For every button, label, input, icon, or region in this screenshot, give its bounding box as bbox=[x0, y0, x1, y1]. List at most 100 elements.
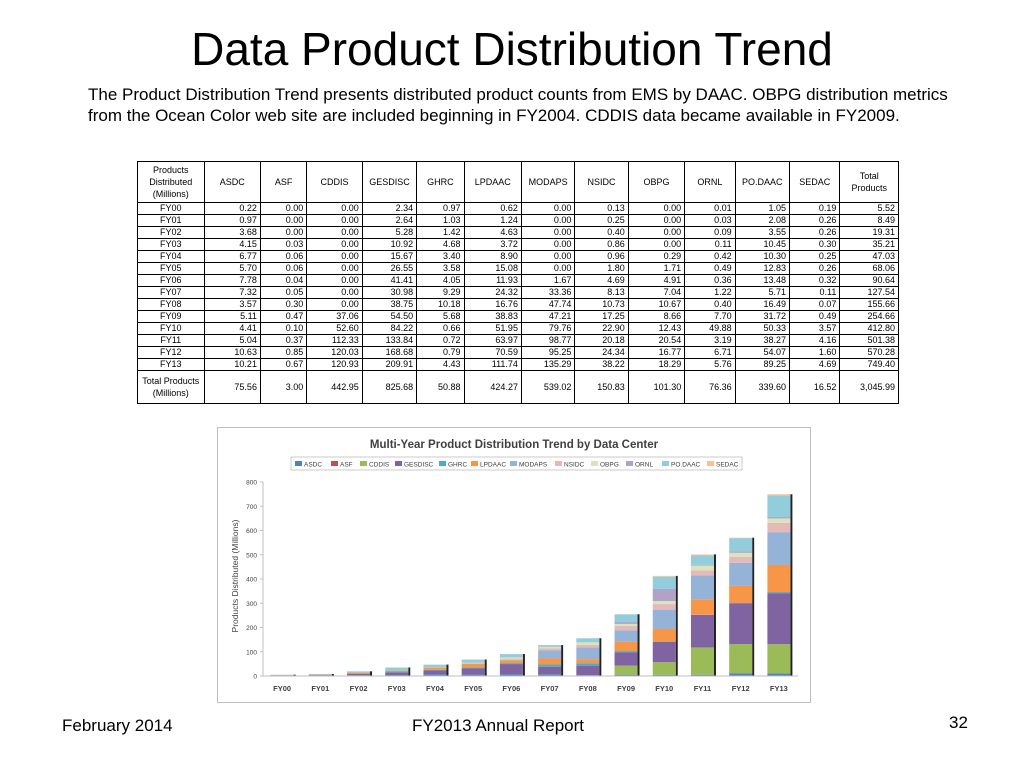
table-cell: 0.22 bbox=[203, 202, 261, 215]
table-cell: 570.28 bbox=[839, 346, 899, 359]
table-cell: 0.26 bbox=[789, 226, 841, 239]
table-cell: 0.00 bbox=[259, 202, 308, 215]
x-tick-label: FY13 bbox=[770, 684, 788, 693]
table-cell: 0.00 bbox=[306, 202, 363, 215]
bar-segment bbox=[461, 663, 485, 668]
table-cell: 0.25 bbox=[574, 214, 629, 227]
table-cell: 0.30 bbox=[789, 238, 841, 251]
table-cell: 3.57 bbox=[789, 322, 841, 335]
table-cell: 51.95 bbox=[463, 322, 522, 335]
stacked-bar-chart: Multi-Year Product Distribution Trend by… bbox=[217, 427, 811, 703]
table-cell: 111.74 bbox=[463, 358, 522, 371]
table-cell: 7.04 bbox=[627, 286, 686, 299]
bar-shadow bbox=[713, 554, 716, 676]
bar-segment bbox=[614, 652, 638, 666]
column-header: ORNL bbox=[684, 161, 736, 203]
table-cell: 10.92 bbox=[361, 238, 418, 251]
table-row: FY12 10.63 0.85 120.03 168.68 0.79 70.59 95.25 2… bbox=[137, 346, 899, 359]
table-cell: 0.10 bbox=[259, 322, 308, 335]
table-cell: 0.00 bbox=[306, 226, 363, 239]
table-cell: 5.52 bbox=[839, 202, 899, 215]
table-cell: 0.85 bbox=[259, 346, 308, 359]
table-cell: 501.38 bbox=[839, 334, 899, 347]
table-cell: 84.22 bbox=[361, 322, 418, 335]
table-cell: 1.80 bbox=[574, 262, 629, 275]
bar-segment bbox=[385, 672, 409, 675]
y-tick-label: 200 bbox=[246, 625, 257, 632]
table-cell: 2.64 bbox=[361, 214, 418, 227]
bar-segment bbox=[538, 658, 562, 665]
bar-shadow bbox=[484, 659, 487, 676]
table-cell: 3.19 bbox=[684, 334, 736, 347]
legend-label: MODAPS bbox=[519, 462, 548, 469]
legend-swatch bbox=[626, 461, 633, 466]
table-cell: 4.69 bbox=[574, 274, 629, 287]
table-row: FY01 0.97 0.00 0.00 2.64 1.03 1.24 0.00 0.25 0.00… bbox=[137, 214, 899, 227]
total-cell: 539.02 bbox=[520, 370, 576, 404]
chart-svg: Multi-Year Product Distribution Trend by… bbox=[230, 439, 798, 693]
column-header: Total Products bbox=[839, 161, 899, 203]
table-cell: 5.68 bbox=[416, 310, 465, 323]
table-cell: 1.60 bbox=[789, 346, 841, 359]
table-row: FY08 3.57 0.30 0.00 38.75 10.18 16.76 47.74 10.7… bbox=[137, 298, 899, 311]
table-cell: 0.49 bbox=[684, 262, 736, 275]
row-label: FY13 bbox=[137, 358, 205, 371]
table-cell: 3.55 bbox=[734, 226, 791, 239]
table-cell: 15.67 bbox=[361, 250, 418, 263]
table-cell: 0.37 bbox=[259, 334, 308, 347]
table-cell: 0.49 bbox=[789, 310, 841, 323]
table-row: FY07 7.32 0.05 0.00 30.98 9.29 24.32 33.36 8.13 7… bbox=[137, 286, 899, 299]
table-cell: 0.25 bbox=[789, 250, 841, 263]
row-label: FY09 bbox=[137, 310, 205, 323]
bar-shadow bbox=[522, 654, 525, 676]
bar-shadow bbox=[293, 674, 296, 676]
table-cell: 33.36 bbox=[520, 286, 576, 299]
table-cell: 9.29 bbox=[416, 286, 465, 299]
x-axis: FY00 FY01 FY02 FY03 FY04 FY05 FY06 FY07 FY08 FY09… bbox=[263, 675, 798, 693]
bar-segment bbox=[690, 570, 714, 576]
bar-segment bbox=[347, 672, 371, 674]
table-cell: 22.90 bbox=[574, 322, 629, 335]
table-cell: 10.30 bbox=[734, 250, 791, 263]
table-cell: 0.30 bbox=[259, 298, 308, 311]
table-cell: 168.68 bbox=[361, 346, 418, 359]
bar-segment bbox=[767, 518, 791, 523]
table-row: FY00 0.22 0.00 0.00 2.34 0.97 0.62 0.00 0.13 0.00… bbox=[137, 202, 899, 215]
table-cell: 0.00 bbox=[306, 262, 363, 275]
table-cell: 1.24 bbox=[463, 214, 522, 227]
table-cell: 20.18 bbox=[574, 334, 629, 347]
table-cell: 0.86 bbox=[574, 238, 629, 251]
table-cell: 0.72 bbox=[416, 334, 465, 347]
bar-segment bbox=[538, 646, 562, 649]
bar-segment bbox=[461, 668, 485, 675]
table-cell: 5.28 bbox=[361, 226, 418, 239]
bar-segment bbox=[538, 666, 562, 675]
table-cell: 3.58 bbox=[416, 262, 465, 275]
table-cell: 1.05 bbox=[734, 202, 791, 215]
bar-segment bbox=[767, 592, 791, 594]
bar-segment bbox=[499, 660, 523, 664]
legend-label: GHRC bbox=[448, 462, 467, 469]
bar-segment bbox=[614, 665, 638, 675]
legend-label: SEDAC bbox=[716, 462, 739, 469]
bar-segment bbox=[652, 588, 676, 602]
x-tick-label: FY03 bbox=[388, 684, 406, 693]
table-cell: 89.25 bbox=[734, 358, 791, 371]
legend-swatch bbox=[471, 461, 478, 466]
y-tick-label: 0 bbox=[253, 674, 257, 681]
table-cell: 47.21 bbox=[520, 310, 576, 323]
table-row: FY09 5.11 0.47 37.06 54.50 5.68 38.83 47.21 17.2… bbox=[137, 310, 899, 323]
table-cell: 8.90 bbox=[463, 250, 522, 263]
table-cell: 0.01 bbox=[684, 202, 736, 215]
table-cell: 17.25 bbox=[574, 310, 629, 323]
table-cell: 5.11 bbox=[203, 310, 261, 323]
footer-date: February 2014 bbox=[62, 716, 173, 735]
table-cell: 7.32 bbox=[203, 286, 261, 299]
bar-segment bbox=[614, 623, 638, 627]
bar-segment bbox=[729, 585, 753, 604]
legend-label: OBPG bbox=[600, 462, 619, 469]
table-cell: 16.49 bbox=[734, 298, 791, 311]
bar-shadow bbox=[752, 537, 755, 676]
column-header: NSIDC bbox=[574, 161, 629, 203]
intro-paragraph: The Product Distribution Trend presents … bbox=[88, 85, 948, 125]
